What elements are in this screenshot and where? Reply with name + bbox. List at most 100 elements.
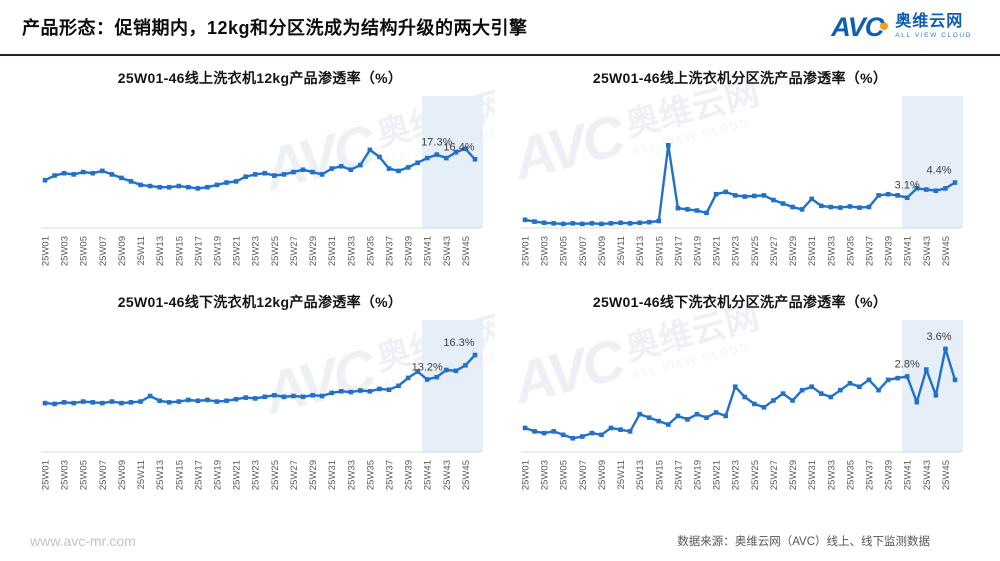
avc-logo-name: 奥维云网 — [895, 13, 964, 31]
chart-grid: AVC 奥维云网 ALL VIEW CLOUD 25W01-46线上洗衣机12k… — [0, 56, 1000, 510]
avc-logo-tagline: ALL VIEW CLOUD — [895, 32, 972, 40]
line-chart-online-zone-wash: 3.1% 4.4% 25W01 25W03 25W05 25W07 25W09 25W11 25… — [521, 96, 963, 266]
line-chart-offline-zone-wash: 2.8% 3.6% 25W01 25W03 25W05 25W07 25W09 25W11 25… — [521, 320, 963, 490]
svg-text:25W09: 25W09 — [597, 460, 608, 490]
svg-text:25W07: 25W07 — [98, 460, 109, 490]
svg-text:25W25: 25W25 — [750, 236, 761, 266]
svg-text:25W17: 25W17 — [193, 236, 204, 266]
svg-text:25W35: 25W35 — [365, 460, 376, 490]
svg-text:25W39: 25W39 — [884, 460, 895, 490]
svg-text:25W33: 25W33 — [346, 460, 357, 490]
svg-text:25W23: 25W23 — [251, 460, 262, 490]
svg-text:25W23: 25W23 — [251, 236, 262, 266]
chart-online-zone-wash: AVC 奥维云网 ALL VIEW CLOUD 25W01-46线上洗衣机分区洗… — [505, 64, 975, 286]
svg-text:13.2%: 13.2% — [412, 361, 443, 373]
svg-text:25W33: 25W33 — [826, 460, 837, 490]
svg-text:25W01: 25W01 — [521, 460, 532, 490]
svg-text:25W15: 25W15 — [174, 236, 185, 266]
svg-text:25W43: 25W43 — [442, 460, 453, 490]
svg-text:25W35: 25W35 — [845, 236, 856, 266]
svg-text:25W45: 25W45 — [941, 460, 952, 490]
svg-text:25W11: 25W11 — [616, 236, 627, 265]
svg-text:25W35: 25W35 — [845, 460, 856, 490]
svg-text:4.4%: 4.4% — [926, 165, 951, 177]
svg-text:17.3%: 17.3% — [421, 137, 452, 149]
svg-text:25W05: 25W05 — [559, 236, 570, 266]
svg-text:25W29: 25W29 — [308, 460, 319, 490]
svg-text:25W31: 25W31 — [807, 236, 818, 266]
svg-text:25W13: 25W13 — [155, 460, 166, 490]
svg-text:25W39: 25W39 — [884, 236, 895, 266]
svg-text:25W25: 25W25 — [270, 460, 281, 490]
svg-text:25W19: 25W19 — [213, 460, 224, 490]
svg-text:25W19: 25W19 — [213, 236, 224, 266]
svg-text:25W05: 25W05 — [79, 460, 90, 490]
svg-text:25W39: 25W39 — [404, 460, 415, 490]
svg-text:25W07: 25W07 — [98, 236, 109, 266]
svg-text:25W17: 25W17 — [673, 460, 684, 490]
svg-text:25W31: 25W31 — [327, 236, 338, 266]
svg-text:25W41: 25W41 — [423, 460, 434, 490]
svg-text:3.1%: 3.1% — [895, 180, 920, 192]
svg-text:25W01: 25W01 — [41, 460, 52, 490]
svg-text:25W25: 25W25 — [750, 460, 761, 490]
svg-text:25W15: 25W15 — [174, 460, 185, 490]
chart-title-offline-zone-wash: 25W01-46线下洗衣机分区洗产品渗透率（%） — [592, 294, 888, 310]
svg-text:25W29: 25W29 — [788, 236, 799, 266]
svg-text:25W27: 25W27 — [289, 460, 300, 490]
svg-text:25W11: 25W11 — [136, 236, 147, 265]
svg-text:25W37: 25W37 — [865, 236, 876, 266]
website-link[interactable]: www.avc-mr.com — [30, 533, 136, 549]
svg-text:25W21: 25W21 — [232, 236, 243, 266]
svg-text:25W03: 25W03 — [540, 460, 551, 490]
svg-text:25W41: 25W41 — [423, 236, 434, 266]
svg-text:25W23: 25W23 — [731, 460, 742, 490]
svg-text:25W43: 25W43 — [922, 236, 933, 266]
svg-text:25W33: 25W33 — [346, 236, 357, 266]
svg-text:25W33: 25W33 — [826, 236, 837, 266]
svg-text:25W27: 25W27 — [289, 236, 300, 266]
svg-text:3.6%: 3.6% — [926, 331, 951, 343]
chart-title-online-zone-wash: 25W01-46线上洗衣机分区洗产品渗透率（%） — [592, 70, 888, 86]
svg-text:25W29: 25W29 — [308, 236, 319, 266]
svg-text:25W03: 25W03 — [540, 236, 551, 266]
svg-text:25W15: 25W15 — [654, 236, 665, 266]
svg-text:25W09: 25W09 — [597, 236, 608, 266]
header: 产品形态：促销期内，12kg和分区洗成为结构升级的两大引擎 AVC 奥维云网 A… — [0, 0, 1000, 56]
svg-text:16.3%: 16.3% — [443, 337, 474, 349]
svg-text:16.4%: 16.4% — [443, 141, 474, 153]
avc-logo: AVC 奥维云网 ALL VIEW CLOUD — [831, 13, 972, 41]
svg-text:25W45: 25W45 — [461, 460, 472, 490]
svg-text:25W21: 25W21 — [712, 460, 723, 490]
svg-text:25W03: 25W03 — [60, 236, 71, 266]
chart-title-online-12kg: 25W01-46线上洗衣机12kg产品渗透率（%） — [117, 70, 403, 86]
svg-text:25W37: 25W37 — [385, 236, 396, 266]
svg-text:25W13: 25W13 — [635, 236, 646, 266]
svg-text:25W21: 25W21 — [232, 460, 243, 490]
chart-online-12kg: AVC 奥维云网 ALL VIEW CLOUD 25W01-46线上洗衣机12k… — [25, 64, 496, 286]
line-chart-offline-12kg: 13.2%16.3% 25W01 25W03 25W05 25W07 25W09 25W11… — [41, 320, 483, 490]
svg-text:25W37: 25W37 — [385, 460, 396, 490]
svg-text:2.8%: 2.8% — [895, 358, 920, 370]
svg-text:25W09: 25W09 — [117, 460, 128, 490]
page-title: 产品形态：促销期内，12kg和分区洗成为结构升级的两大引擎 — [22, 18, 528, 38]
svg-text:25W25: 25W25 — [270, 236, 281, 266]
svg-text:25W31: 25W31 — [327, 460, 338, 490]
svg-text:25W05: 25W05 — [559, 460, 570, 490]
svg-text:25W45: 25W45 — [941, 236, 952, 266]
svg-text:25W09: 25W09 — [117, 236, 128, 266]
svg-text:25W05: 25W05 — [79, 236, 90, 266]
svg-text:25W35: 25W35 — [365, 236, 376, 266]
svg-text:25W15: 25W15 — [654, 460, 665, 490]
svg-text:25W21: 25W21 — [712, 236, 723, 266]
svg-text:25W43: 25W43 — [442, 236, 453, 266]
data-source-note: 数据来源：奥维云网（AVC）线上、线下监测数据 — [677, 536, 930, 548]
svg-text:25W27: 25W27 — [769, 460, 780, 490]
line-chart-online-12kg: 17.3%16.4% 25W01 25W03 25W05 25W07 25W09 25W11… — [41, 96, 483, 266]
svg-text:25W17: 25W17 — [193, 460, 204, 490]
svg-text:25W01: 25W01 — [521, 236, 532, 266]
svg-text:25W13: 25W13 — [635, 460, 646, 490]
svg-text:25W19: 25W19 — [693, 460, 704, 490]
svg-text:25W45: 25W45 — [461, 236, 472, 266]
chart-offline-12kg: AVC 奥维云网 ALL VIEW CLOUD 25W01-46线下洗衣机12k… — [25, 288, 496, 510]
